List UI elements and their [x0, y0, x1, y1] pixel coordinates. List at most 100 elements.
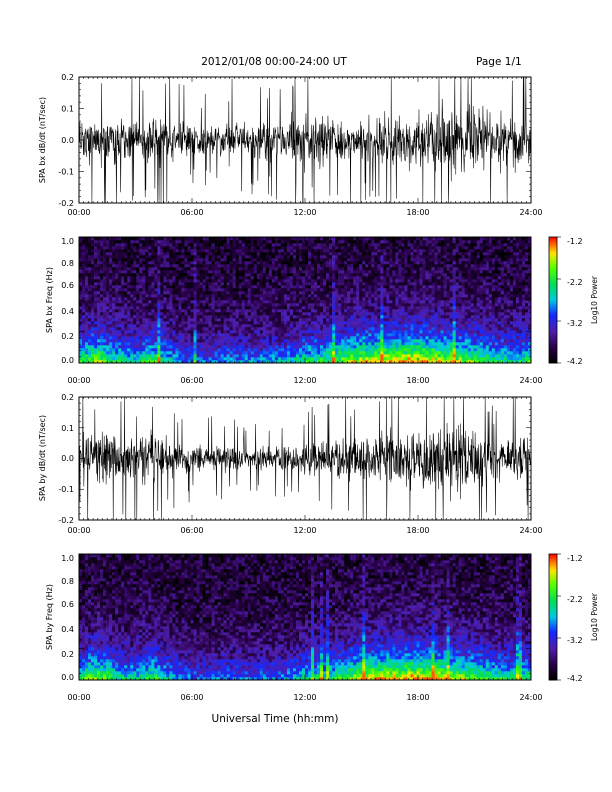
spectrogram-cell: [217, 303, 221, 307]
spectrogram-cell: [139, 261, 143, 265]
spectrogram-cell: [341, 312, 345, 316]
spectrogram-cell: [127, 264, 131, 268]
spectrogram-cell: [265, 342, 270, 346]
spectrogram-cell: [371, 309, 375, 313]
spectrogram-cell: [142, 252, 146, 256]
spectrogram-cell: [154, 270, 158, 274]
spectrogram-cell: [359, 294, 363, 298]
spectrogram-cell: [166, 258, 170, 262]
spectrogram-cell: [416, 312, 420, 316]
spectrogram-cell: [377, 243, 381, 247]
spectrogram-cell: [256, 246, 261, 250]
spectrogram-cell: [139, 240, 143, 244]
spectrogram-cell: [359, 336, 363, 340]
spectrogram-cell: [82, 351, 86, 355]
spectrogram-cell: [109, 336, 113, 340]
spectrogram-cell: [295, 351, 300, 355]
spectrogram-cell: [401, 336, 405, 340]
spectrogram-cell: [103, 300, 107, 304]
spectrogram-cell: [359, 291, 363, 295]
spectrogram-cell: [359, 276, 363, 280]
spectrogram-cell: [217, 306, 221, 310]
spectrogram-cell: [386, 315, 390, 319]
spectrogram-cell: [341, 303, 345, 307]
spectrogram-cell: [244, 342, 249, 346]
spectrogram-cell: [283, 345, 288, 349]
spectrogram-cell: [380, 321, 384, 325]
spectrogram-cell: [232, 297, 236, 301]
spectrogram-cell: [286, 348, 291, 352]
spectrogram-cell: [289, 279, 294, 283]
spectrogram-cell: [329, 276, 333, 280]
spectrogram-cell: [268, 267, 273, 271]
spectrogram-cell: [410, 324, 414, 328]
spectrogram-cell: [100, 336, 104, 340]
spectrogram-cell: [169, 333, 173, 337]
spectrogram-cell: [371, 237, 375, 241]
spectrogram-cell: [127, 252, 131, 256]
spectrogram-cell: [314, 360, 318, 364]
spectrogram-cell: [338, 237, 342, 241]
spectrogram-cell: [214, 240, 218, 244]
spectrogram-cell: [115, 294, 119, 298]
spectrogram-cell: [121, 297, 125, 301]
spectrogram-cell: [208, 264, 212, 268]
spectrogram-cell: [359, 339, 363, 343]
spectrogram-cell: [160, 291, 164, 295]
spectrogram-cell: [413, 252, 417, 256]
spectrogram-cell: [163, 360, 167, 364]
spectrogram-cell: [389, 240, 393, 244]
spectrogram-cell: [320, 360, 324, 364]
spectrogram-cell: [196, 354, 200, 358]
spectrogram-cell: [220, 336, 224, 340]
spectrogram-cell: [130, 261, 134, 265]
spectrogram-cell: [298, 267, 303, 271]
spectrogram-cell: [244, 330, 249, 334]
spectrogram-cell: [229, 309, 233, 313]
spectrogram-cell: [127, 351, 131, 355]
spectrogram-cell: [235, 294, 239, 298]
spectrogram-cell: [398, 282, 402, 286]
spectrogram-cell: [295, 273, 300, 277]
spectrogram-cell: [292, 321, 297, 325]
spectrogram-cell: [181, 312, 185, 316]
spectrogram-cell: [295, 264, 300, 268]
spectrogram-cell: [295, 333, 300, 337]
spectrogram-cell: [329, 321, 333, 325]
spectrogram-cell: [85, 324, 89, 328]
spectrogram-cell: [136, 243, 140, 247]
spectrogram-cell: [356, 357, 360, 361]
spectrogram-cell: [139, 351, 143, 355]
spectrogram-cell: [338, 360, 342, 364]
spectrogram-cell: [133, 282, 137, 286]
spectrogram-cell: [253, 237, 258, 241]
spectrogram-cell: [196, 297, 200, 301]
spectrogram-cell: [181, 291, 185, 295]
spectrogram-cell: [347, 255, 351, 259]
spectrogram-cell: [91, 360, 95, 364]
spectrogram-cell: [118, 324, 122, 328]
spectrogram-cell: [241, 261, 246, 265]
spectrogram-cell: [97, 282, 101, 286]
spectrogram-cell: [323, 354, 327, 358]
spectrogram-cell: [187, 324, 191, 328]
spectrogram-cell: [82, 333, 86, 337]
spectrogram-cell: [223, 327, 227, 331]
spectrogram-cell: [320, 279, 324, 283]
spectrogram-cell: [91, 312, 95, 316]
spectrogram-cell: [383, 354, 387, 358]
spectrogram-cell: [133, 342, 137, 346]
spectrogram-cell: [259, 357, 264, 361]
spectrogram-cell: [323, 291, 327, 295]
spectrogram-cell: [311, 264, 315, 268]
spectrogram-cell: [401, 297, 405, 301]
spectrogram-cell: [314, 264, 318, 268]
spectrogram-cell: [329, 345, 333, 349]
spectrogram-cell: [413, 303, 417, 307]
spectrogram-cell: [392, 336, 396, 340]
spectrogram-cell: [377, 345, 381, 349]
spectrogram-cell: [292, 261, 297, 265]
spectrogram-cell: [88, 240, 92, 244]
spectrogram-cell: [416, 246, 420, 250]
spectrogram-cell: [338, 255, 342, 259]
